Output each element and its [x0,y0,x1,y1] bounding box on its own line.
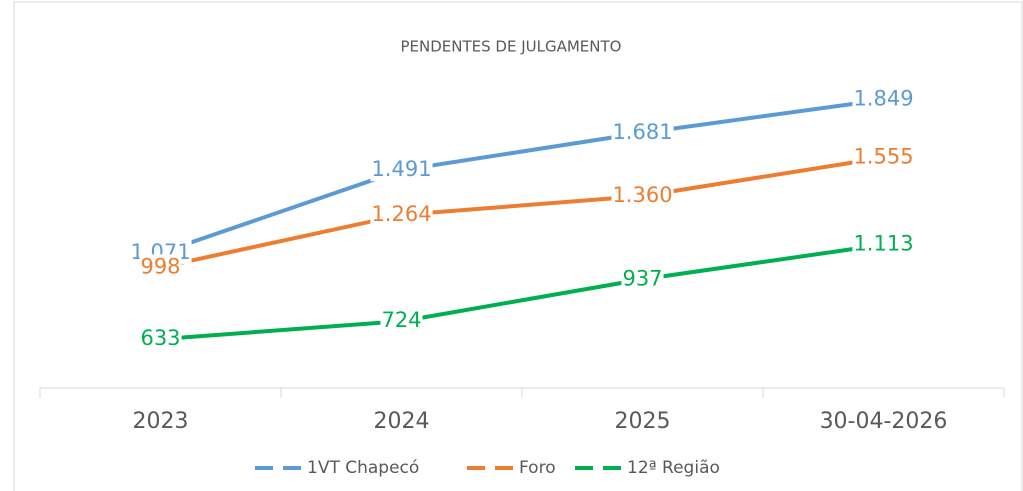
data-label: 998 [140,254,180,278]
series-line [160,155,884,270]
data-label-bg [380,308,423,333]
data-label-bg [852,86,915,111]
x-tick-label: 2023 [133,409,189,434]
data-label-bg [139,326,182,351]
x-tick-label: 2024 [374,409,430,434]
series-line [159,97,884,255]
data-label: 1.491 [371,157,431,181]
data-label-bg [370,157,433,182]
data-label-bg [611,119,674,144]
data-label-bg [621,266,664,291]
data-label: 1.681 [612,120,672,144]
data-label: 1.113 [853,232,913,256]
series-line [160,242,884,342]
data-label: 1.555 [853,145,913,169]
legend-label: 1VT Chapecó [307,458,419,478]
legend-label: Foro [519,458,556,478]
x-tick-label: 30-04-2026 [820,409,948,434]
data-label: 937 [622,266,662,290]
data-label-bg [852,144,915,169]
data-label: 724 [381,308,421,332]
data-label: 1.849 [853,87,913,111]
x-tick-label: 2025 [615,409,671,434]
legend-label: 12ª Região [627,458,720,478]
data-label-bg [611,183,674,207]
data-label: 633 [140,326,180,350]
data-label: 1.264 [371,202,431,226]
chart-title: PENDENTES DE JULGAMENTO [401,38,622,56]
data-label-bg [852,231,915,256]
data-label-bg [370,201,433,226]
data-label-bg [139,254,182,279]
data-label: 1.360 [612,183,672,207]
